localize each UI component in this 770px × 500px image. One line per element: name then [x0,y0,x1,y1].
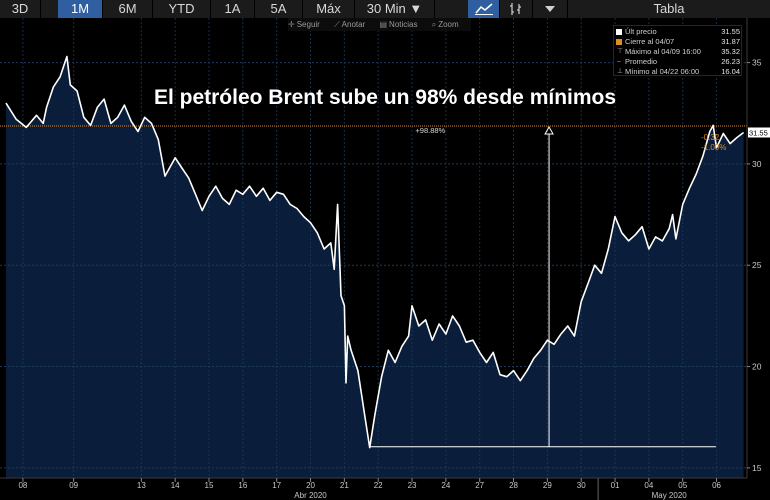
y-tick-label: 35 [752,58,762,68]
chart-subtoolbar: ✛ Seguir ⟋ Anotar ▤ Noticias ⌕ Zoom [288,18,471,31]
ohlc-bars-icon [510,3,521,15]
legend-label: Máximo al 04/09 16:00 [625,47,701,56]
chart-headline: El petróleo Brent sube un 98% desde míni… [153,86,617,109]
x-tick-label: 24 [441,481,450,490]
x-tick-label: 15 [205,481,214,490]
change-abs-label: -0.32 [701,133,720,142]
range-button-3d[interactable]: 3D [0,0,41,18]
legend-row-min: ⊥ Mínimo al 04/22 06:00 16.04 [616,67,740,77]
range-change-label: +98.88% [415,126,445,135]
x-tick-label: 17 [272,481,281,490]
zoom-tool[interactable]: ⌕ Zoom [432,18,465,31]
x-tick-label: 09 [69,481,78,490]
x-tick-label: 28 [509,481,518,490]
high-marker-icon: ⊤ [617,48,624,55]
line-chart-icon [474,3,493,15]
annotate-tool[interactable]: ⟋ Anotar [334,18,371,31]
legend-value: 26.23 [721,57,740,66]
legend-value: 31.87 [721,37,740,46]
x-tick-label: 30 [577,481,586,490]
y-tick-label: 15 [752,463,762,473]
low-marker-icon: ⊥ [617,68,624,75]
pencil-icon: ⟋ [334,20,340,29]
legend-row-last-price: Últ precio 31.55 [616,27,740,37]
orange-swatch-icon [616,39,622,45]
toolbar: 3D 1M 6M YTD 1A 5A Máx 30 Min ▼ Tabla [0,0,770,18]
legend-label: Cierre al 04/07 [625,37,675,46]
interval-dropdown[interactable]: 30 Min ▼ [355,0,435,18]
x-tick-label: 01 [611,481,620,490]
x-tick-label: 23 [408,481,417,490]
measure-arrowhead [544,126,554,135]
follow-label: Seguir [296,20,320,29]
y-tick-label: 25 [752,260,762,270]
y-tick-label: 20 [752,362,762,372]
range-button-5a[interactable]: 5A [255,0,303,18]
bar-chart-button[interactable] [500,0,533,18]
range-button-6m[interactable]: 6M [103,0,153,18]
table-button[interactable]: Tabla [653,1,685,16]
news-tool[interactable]: ▤ Noticias [379,18,423,31]
range-button-ytd[interactable]: YTD [153,0,211,18]
x-tick-label: 08 [18,481,27,490]
legend-value: 16.04 [721,67,740,76]
x-tick-label: 13 [137,481,146,490]
legend-label: Mínimo al 04/22 06:00 [625,67,700,76]
caret-down-icon [545,6,555,12]
y-tick-label: 30 [752,159,762,169]
legend-label: Promedio [625,57,658,66]
x-tick-label: 05 [678,481,687,490]
price-line [5,55,745,449]
magnifier-icon: ⌕ [431,20,437,29]
last-price-tag [748,127,770,138]
news-icon: ▤ [379,20,388,29]
follow-tool[interactable]: ✛ Seguir [288,18,326,31]
x-tick-label: 22 [374,481,383,490]
chart-type-dropdown[interactable] [533,0,568,18]
change-pct-label: -1.00% [701,143,726,152]
annotate-label: Anotar [341,20,366,29]
range-button-max[interactable]: Máx [303,0,355,18]
legend-value: 31.55 [721,27,740,36]
line-chart-button[interactable] [468,0,500,18]
x-axis-background [0,478,770,500]
x-month-label: Abr 2020 [294,491,327,500]
x-tick-label: 20 [306,481,315,490]
news-label: Noticias [389,20,418,29]
legend-row-max: ⊤ Máximo al 04/09 16:00 35.32 [616,47,740,57]
range-button-1m[interactable]: 1M [58,0,103,18]
zoom-label: Zoom [438,20,459,29]
white-swatch-icon [616,29,622,35]
range-button-1a[interactable]: 1A [211,0,255,18]
legend-value: 35.32 [721,47,740,56]
legend-label: Últ precio [625,27,657,36]
legend-row-avg: – Promedio 26.23 [616,57,740,67]
x-month-label: May 2020 [652,491,688,500]
chart-legend: Últ precio 31.55 Cierre al 04/07 31.87 ⊤… [613,25,742,76]
x-tick-label: 21 [340,481,349,490]
average-marker-icon: – [617,58,621,65]
y-axis-background [747,18,770,500]
crosshair-icon: ✛ [288,20,295,29]
x-tick-label: 27 [475,481,484,490]
x-tick-label: 29 [543,481,552,490]
x-tick-label: 06 [712,481,721,490]
x-tick-label: 16 [238,481,247,490]
last-price-tag-label: 31.55 [749,128,768,137]
x-tick-label: 14 [171,481,180,490]
x-tick-label: 04 [644,481,653,490]
legend-row-close: Cierre al 04/07 31.87 [616,37,740,47]
price-area-fill [6,56,744,478]
